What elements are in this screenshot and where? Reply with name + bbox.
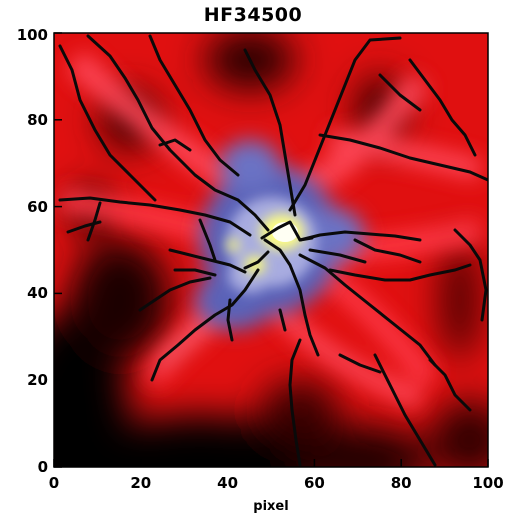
y-tick-label: 40 [27, 284, 48, 302]
axis-ticks [53, 32, 489, 468]
figure-title: HF34500 [203, 4, 303, 26]
filaments [58, 34, 488, 467]
x-tick-label: 40 [217, 474, 238, 492]
plot-frame [53, 32, 489, 468]
x-tick-label: 60 [304, 474, 325, 492]
y-tick-label: 0 [38, 458, 48, 476]
y-tick-label: 60 [27, 198, 48, 216]
x-tick-label: 20 [130, 474, 151, 492]
y-tick-label: 100 [17, 26, 48, 44]
x-tick-label: 100 [472, 474, 503, 492]
x-axis-label: pixel [253, 499, 288, 514]
y-tick-label: 80 [27, 111, 48, 129]
x-tick-label: 0 [49, 474, 59, 492]
y-tick-label: 20 [27, 371, 48, 389]
x-tick-label: 80 [391, 474, 412, 492]
density-map [54, 33, 488, 467]
